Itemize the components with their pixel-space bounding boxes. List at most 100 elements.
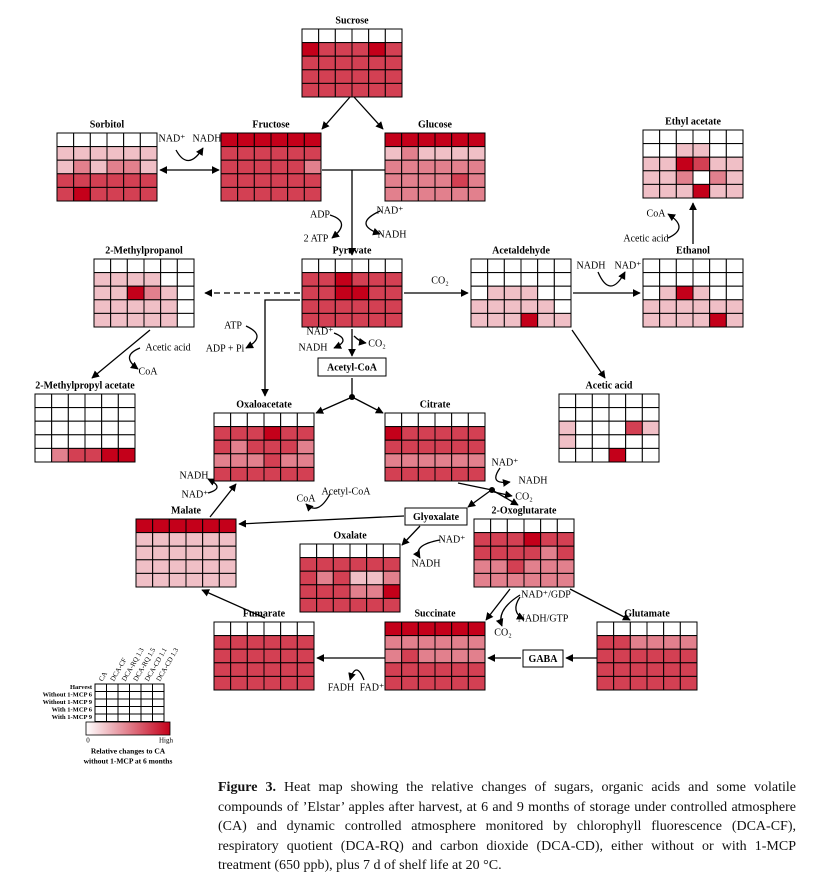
heatmap-cell (401, 412, 419, 428)
metabolite-label: GABA (529, 654, 559, 665)
heatmap-cell (263, 675, 282, 691)
heatmap-cell (451, 426, 469, 441)
heatmap-cell (168, 572, 187, 588)
cofactor-label: ATP (224, 320, 242, 331)
heatmap-cell (139, 132, 158, 148)
heatmap-cell (280, 635, 298, 650)
heatmap-cell (318, 55, 336, 71)
heatmap-cell (537, 299, 555, 314)
heatmap-cell (332, 557, 351, 572)
heatmap-cell (117, 447, 136, 463)
heatmap-cell (613, 675, 631, 691)
heatmap-cell (384, 28, 403, 44)
heatmap-cell (520, 258, 539, 274)
cofactor-label: NADH (299, 342, 328, 353)
heatmap-cell (303, 146, 322, 161)
heatmap-cell (663, 635, 681, 650)
heatmap-cell (384, 132, 403, 148)
heatmap-cell (220, 132, 239, 148)
heatmap-cell (417, 173, 436, 188)
heatmap-cell (126, 285, 145, 301)
heatmap-cell (467, 159, 486, 175)
heatmap-cell (725, 272, 744, 287)
heatmap-cell (382, 597, 401, 613)
heatmap-cell (117, 434, 136, 449)
heatmap-cell (451, 412, 469, 428)
cofactor-label: FAD⁺ (360, 682, 385, 693)
heatmap-cell (608, 407, 627, 422)
heatmap-cell (106, 132, 125, 148)
heatmap-cell (642, 143, 661, 158)
heatmap-cell (280, 412, 298, 428)
heatmap-title: Sorbitol (90, 119, 125, 130)
heatmap-cell (351, 312, 370, 328)
cofactor-label: NADH (412, 558, 441, 569)
heatmap-cell (117, 420, 136, 436)
cofactor-label: Acetic acid (623, 233, 668, 244)
heatmap-cell (503, 285, 522, 301)
heatmap-cell (263, 439, 282, 455)
legend-cell (129, 683, 142, 692)
heatmap-cell (709, 170, 727, 185)
heatmap-cell (143, 299, 162, 314)
heatmap-cell (296, 412, 315, 428)
heatmap-cell (642, 299, 661, 314)
heatmap-cell (384, 173, 403, 188)
heatmap-cell (608, 434, 627, 449)
heatmap-cell (451, 675, 469, 691)
heatmap-cell (220, 146, 239, 161)
heatmap-cell (280, 426, 298, 441)
heatmap-cell (296, 466, 315, 482)
heatmap-cell (51, 393, 69, 409)
heatmap-cell (384, 146, 403, 161)
heatmap-title: 2-Methylpropyl acetate (35, 380, 135, 391)
heatmap-cell (558, 434, 577, 449)
heatmap-cell (213, 466, 232, 482)
heatmap-cell (34, 420, 53, 436)
legend-cell (94, 706, 107, 715)
heatmap-cell (540, 559, 558, 574)
heatmap-cell (349, 597, 368, 613)
heatmap-cell (366, 543, 384, 559)
heatmap-cell (613, 635, 631, 650)
heatmap-cell (642, 170, 661, 185)
heatmap-cell (51, 407, 69, 422)
heatmap-cell (296, 426, 315, 441)
heatmap-cell (537, 258, 555, 274)
heatmap-cell (263, 621, 282, 637)
heatmap-cell (101, 434, 119, 449)
heatmap-cell (73, 132, 91, 148)
heatmap-cell (540, 572, 558, 588)
heatmap-cell (230, 412, 248, 428)
heatmap-cell (663, 621, 681, 637)
heatmap-cell (287, 173, 305, 188)
heatmap-cell (470, 312, 489, 328)
heatmap-cell (351, 55, 370, 71)
heatmap-cell (303, 186, 322, 202)
heatmap-cell (625, 434, 643, 449)
heatmap-cell (401, 159, 419, 175)
heatmap-cell (382, 570, 401, 586)
heatmap-cell (467, 466, 486, 482)
heatmap-cell (575, 434, 593, 449)
heatmap-title: Acetaldehyde (492, 245, 550, 256)
legend-cell (140, 691, 153, 700)
heatmap-cell (287, 132, 305, 148)
legend-cell (129, 706, 142, 715)
heatmap-cell (613, 662, 631, 677)
metabolite-box (522, 649, 564, 668)
heatmap-cell (490, 545, 508, 561)
heatmap-title: Fructose (252, 119, 290, 130)
heatmap-cell (351, 258, 370, 274)
heatmap-cell (368, 28, 386, 44)
heatmap-cell (334, 285, 353, 301)
heatmap-cell (93, 272, 112, 287)
heatmap-cell (303, 132, 322, 148)
legend-cell (129, 698, 142, 707)
heatmap-cell (135, 572, 154, 588)
heatmap-cell (506, 572, 525, 588)
metabolite-label: Glyoxalate (413, 512, 460, 523)
legend-cell (94, 691, 107, 700)
heatmap-cell (401, 173, 419, 188)
heatmap-cell (725, 285, 744, 301)
